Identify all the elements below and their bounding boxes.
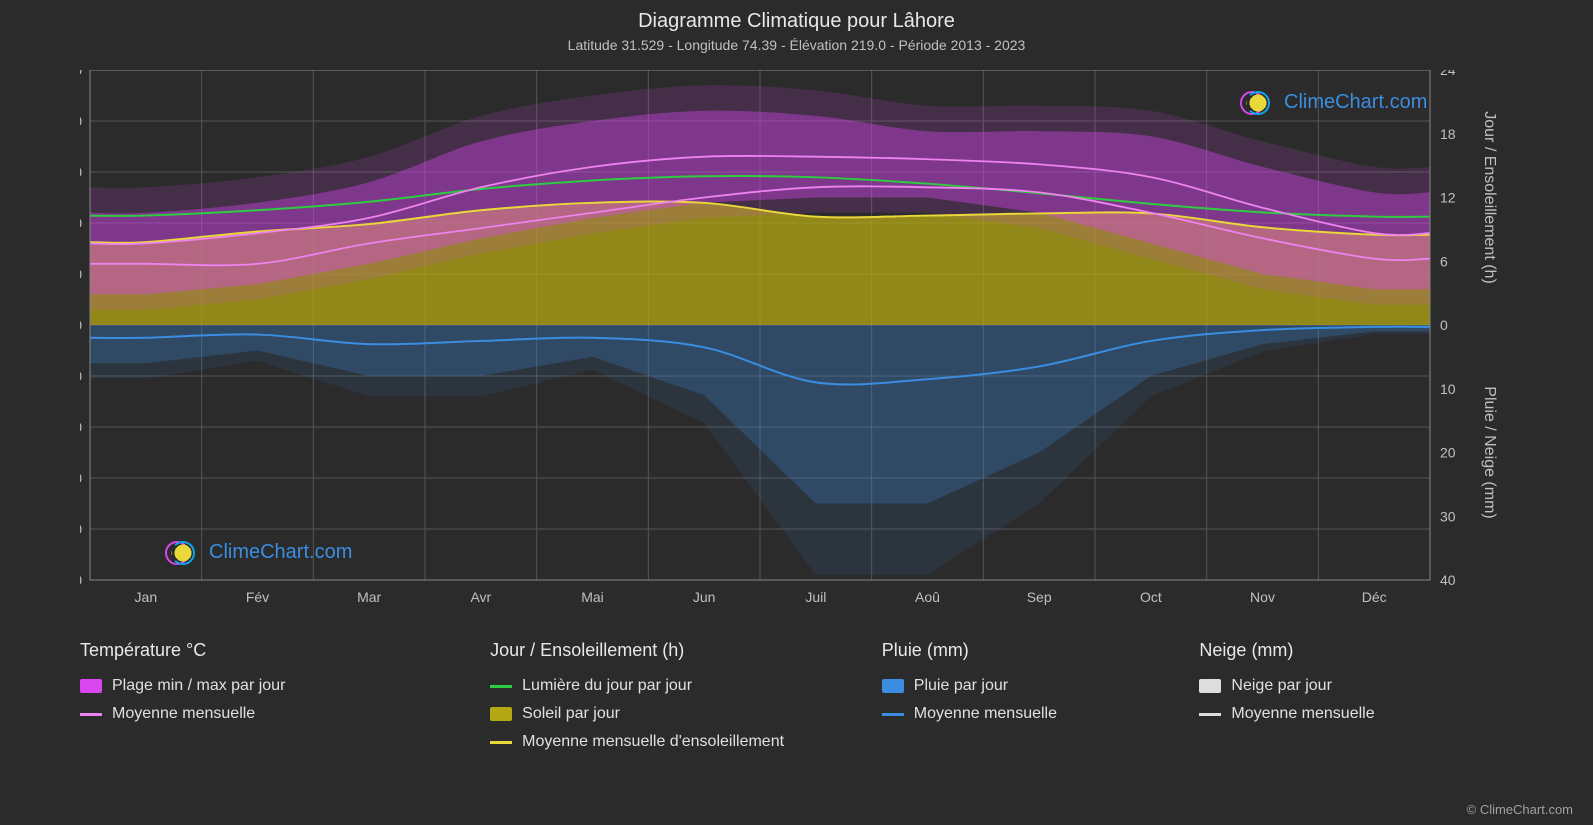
climechart-logo-icon xyxy=(1240,90,1276,114)
svg-text:12: 12 xyxy=(1440,190,1456,206)
svg-text:Nov: Nov xyxy=(1250,589,1275,605)
svg-text:-20: -20 xyxy=(80,419,82,435)
chart-title: Diagramme Climatique pour Lâhore xyxy=(0,0,1593,33)
svg-text:Jun: Jun xyxy=(693,589,716,605)
legend-header: Pluie (mm) xyxy=(882,640,1160,661)
legend-header: Température °C xyxy=(80,640,450,661)
legend-col-daylight: Jour / Ensoleillement (h) Lumière du jou… xyxy=(490,640,882,751)
svg-text:Jour / Ensoleillement (h): Jour / Ensoleillement (h) xyxy=(1481,111,1498,284)
legend-swatch xyxy=(80,679,102,693)
svg-text:24: 24 xyxy=(1440,70,1456,78)
copyright-text: © ClimeChart.com xyxy=(1467,802,1573,817)
svg-text:10: 10 xyxy=(1440,381,1456,397)
legend-label: Moyenne mensuelle d'ensoleillement xyxy=(522,733,784,751)
legend-label: Moyenne mensuelle xyxy=(112,705,255,723)
svg-text:Déc: Déc xyxy=(1362,589,1387,605)
legend-swatch xyxy=(490,741,512,744)
legend-col-temperature: Température °C Plage min / max par jour … xyxy=(80,640,490,751)
legend-item: Moyenne mensuelle xyxy=(1199,705,1440,723)
svg-text:40: 40 xyxy=(1440,572,1456,588)
svg-text:Juil: Juil xyxy=(805,589,826,605)
svg-text:18: 18 xyxy=(1440,126,1456,142)
legend-swatch xyxy=(490,685,512,688)
svg-text:30: 30 xyxy=(80,164,82,180)
legend-col-rain: Pluie (mm) Pluie par jour Moyenne mensue… xyxy=(882,640,1200,751)
svg-text:Pluie / Neige (mm): Pluie / Neige (mm) xyxy=(1481,386,1498,518)
svg-text:Jan: Jan xyxy=(135,589,158,605)
legend-swatch xyxy=(882,713,904,716)
legend-col-snow: Neige (mm) Neige par jour Moyenne mensue… xyxy=(1199,640,1480,751)
legend-swatch xyxy=(490,707,512,721)
legend-label: Soleil par jour xyxy=(522,705,620,723)
svg-text:30: 30 xyxy=(1440,508,1456,524)
legend-swatch xyxy=(80,713,102,716)
watermark-bottom: ClimeChart.com xyxy=(165,540,352,564)
legend-swatch xyxy=(1199,679,1221,693)
legend-item: Pluie par jour xyxy=(882,677,1160,695)
svg-text:40: 40 xyxy=(80,113,82,129)
legend-header: Jour / Ensoleillement (h) xyxy=(490,640,842,661)
chart-subtitle: Latitude 31.529 - Longitude 74.39 - Élév… xyxy=(0,33,1593,53)
svg-text:Oct: Oct xyxy=(1140,589,1162,605)
legend-label: Pluie par jour xyxy=(914,677,1008,695)
svg-text:50: 50 xyxy=(80,70,82,78)
legend-swatch xyxy=(882,679,904,693)
svg-text:-50: -50 xyxy=(80,572,82,588)
svg-text:-40: -40 xyxy=(80,521,82,537)
svg-text:20: 20 xyxy=(1440,445,1456,461)
svg-text:Mai: Mai xyxy=(581,589,604,605)
svg-text:-10: -10 xyxy=(80,368,82,384)
svg-text:Sep: Sep xyxy=(1027,589,1052,605)
legend-swatch xyxy=(1199,713,1221,716)
svg-text:0: 0 xyxy=(80,317,82,333)
legend-item: Moyenne mensuelle d'ensoleillement xyxy=(490,733,842,751)
legend-item: Moyenne mensuelle xyxy=(80,705,450,723)
climate-chart-page: Diagramme Climatique pour Lâhore Latitud… xyxy=(0,0,1593,825)
legend-item: Moyenne mensuelle xyxy=(882,705,1160,723)
legend-item: Neige par jour xyxy=(1199,677,1440,695)
svg-text:Avr: Avr xyxy=(470,589,491,605)
legend-item: Lumière du jour par jour xyxy=(490,677,842,695)
climechart-logo-icon xyxy=(165,540,201,564)
legend-label: Moyenne mensuelle xyxy=(914,705,1057,723)
legend-item: Plage min / max par jour xyxy=(80,677,450,695)
svg-text:Mar: Mar xyxy=(357,589,381,605)
watermark-top: ClimeChart.com xyxy=(1240,90,1427,114)
svg-text:20: 20 xyxy=(80,215,82,231)
watermark-text: ClimeChart.com xyxy=(1284,91,1427,114)
legend-item: Soleil par jour xyxy=(490,705,842,723)
legend-label: Neige par jour xyxy=(1231,677,1332,695)
svg-text:0: 0 xyxy=(1440,317,1448,333)
svg-text:6: 6 xyxy=(1440,253,1448,269)
legend: Température °C Plage min / max par jour … xyxy=(80,640,1480,751)
legend-label: Plage min / max par jour xyxy=(112,677,285,695)
watermark-text: ClimeChart.com xyxy=(209,541,352,564)
legend-header: Neige (mm) xyxy=(1199,640,1440,661)
svg-text:Fév: Fév xyxy=(246,589,269,605)
svg-text:10: 10 xyxy=(80,266,82,282)
svg-text:-30: -30 xyxy=(80,470,82,486)
svg-text:Aoû: Aoû xyxy=(915,589,940,605)
legend-label: Lumière du jour par jour xyxy=(522,677,692,695)
chart-container: -50 -40 -30 -20 -10 0 10 20 30 40 50 0 6 12 18 24 10 20 30… xyxy=(80,70,1480,590)
legend-label: Moyenne mensuelle xyxy=(1231,705,1374,723)
